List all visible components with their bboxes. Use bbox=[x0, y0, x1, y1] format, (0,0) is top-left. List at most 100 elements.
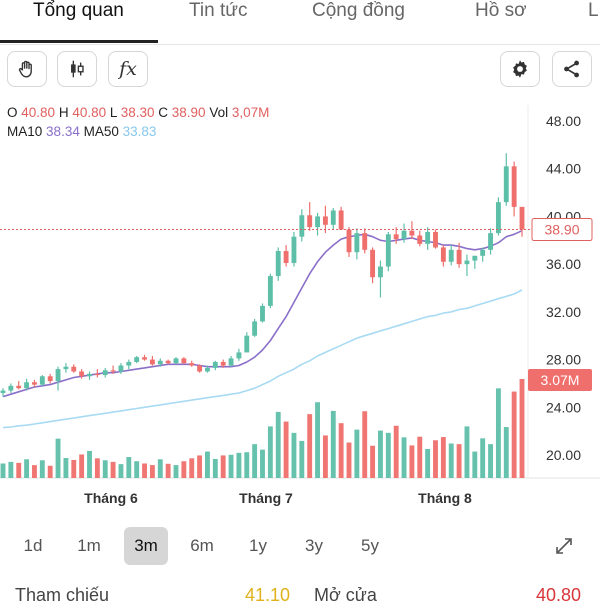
candle-body bbox=[142, 357, 147, 360]
volume-bar bbox=[370, 445, 376, 478]
fullscreen-button[interactable] bbox=[552, 534, 578, 560]
candle-body bbox=[480, 249, 486, 256]
hand-icon bbox=[18, 60, 32, 78]
volume-bar bbox=[354, 429, 360, 478]
volume-bar bbox=[24, 459, 30, 478]
tab-overview[interactable]: Tổng quan bbox=[33, 0, 124, 21]
volume-bar bbox=[378, 430, 383, 478]
volume-bar bbox=[495, 388, 501, 478]
candle-body bbox=[267, 276, 273, 306]
volume-bar bbox=[165, 463, 171, 478]
chart-toolbar: fx bbox=[0, 51, 600, 87]
x-tick-label: Tháng 6 bbox=[84, 490, 138, 506]
volume-bar bbox=[417, 436, 423, 478]
range-3m[interactable]: 3m bbox=[124, 527, 168, 565]
price-stats: Tham chiếu 41.10 Mở cửa 40.80 bbox=[0, 585, 600, 615]
candle-body bbox=[94, 373, 100, 376]
volume-bar bbox=[267, 426, 273, 478]
candle-body bbox=[32, 382, 37, 385]
volume-bar bbox=[118, 464, 124, 478]
volume-bar bbox=[197, 455, 203, 478]
tab-profile[interactable]: Hồ sơ bbox=[475, 0, 527, 21]
candle-body bbox=[385, 234, 391, 267]
volume-bar bbox=[322, 435, 328, 478]
gear-icon bbox=[513, 60, 527, 78]
tab-community[interactable]: Cộng đồng bbox=[312, 0, 405, 21]
volume-bar bbox=[440, 437, 446, 478]
ma10-label: MA10 bbox=[7, 124, 43, 139]
volume-bar bbox=[480, 438, 486, 478]
y-tick-label: 20.00 bbox=[546, 447, 581, 463]
candle-body bbox=[417, 235, 423, 244]
volume-bar bbox=[110, 461, 116, 478]
last-volume-label: 3.07M bbox=[541, 372, 580, 388]
volume-bar bbox=[212, 458, 218, 478]
volume-bar bbox=[362, 411, 368, 478]
volume-bar bbox=[393, 425, 399, 478]
candle-body bbox=[39, 376, 45, 385]
candle-body bbox=[433, 231, 438, 248]
volume-bar bbox=[244, 452, 250, 478]
volume-bar bbox=[63, 458, 69, 478]
candle-body bbox=[220, 361, 226, 366]
close-value: 38.90 bbox=[171, 105, 206, 120]
volume-bar bbox=[71, 459, 77, 478]
tab-more[interactable]: L bbox=[588, 0, 599, 21]
ohlc-row: O 40.80 H 40.80 L 38.30 C 38.90 Vol 3,07… bbox=[7, 103, 269, 122]
high-label: H bbox=[58, 105, 69, 120]
candle-body bbox=[275, 251, 281, 277]
share-button[interactable] bbox=[552, 51, 592, 87]
candle-body bbox=[322, 216, 328, 225]
range-1m[interactable]: 1m bbox=[77, 536, 101, 555]
draw-tool-button[interactable] bbox=[7, 51, 47, 87]
volume-value: 3,07M bbox=[231, 105, 270, 120]
share-icon bbox=[564, 60, 579, 78]
reference-label: Tham chiếu bbox=[15, 585, 110, 605]
candle-body bbox=[79, 371, 85, 377]
last-price-badge bbox=[531, 218, 593, 242]
volume-bar bbox=[472, 451, 478, 478]
volume-bar bbox=[205, 451, 210, 478]
volume-bar bbox=[346, 442, 352, 478]
candle-body bbox=[401, 230, 407, 240]
volume-bar bbox=[189, 458, 195, 478]
candle-body bbox=[425, 231, 431, 244]
volume-bar bbox=[401, 437, 407, 478]
candle-body bbox=[149, 359, 155, 365]
volume-bar bbox=[0, 463, 6, 478]
candle-body bbox=[173, 358, 179, 364]
candle-body bbox=[236, 352, 242, 359]
y-tick-label: 48.00 bbox=[546, 113, 581, 129]
price-chart[interactable]: 48.0044.0040.0036.0032.0028.0024.0020.00… bbox=[0, 105, 600, 510]
low-value: 38.30 bbox=[120, 105, 155, 120]
reference-value: 41.10 bbox=[245, 585, 291, 605]
volume-bar bbox=[260, 449, 265, 478]
volume-bar bbox=[236, 452, 242, 478]
volume-bar bbox=[220, 455, 226, 478]
tab-news[interactable]: Tin tức bbox=[189, 0, 248, 21]
range-1d[interactable]: 1d bbox=[23, 536, 43, 555]
range-6m[interactable]: 6m bbox=[190, 536, 214, 555]
candle-body bbox=[8, 385, 14, 391]
candle-body bbox=[252, 321, 258, 336]
expand-icon bbox=[556, 538, 572, 554]
indicators-button[interactable]: fx bbox=[108, 51, 148, 87]
y-tick-label: 32.00 bbox=[546, 304, 581, 320]
range-3y[interactable]: 3y bbox=[305, 536, 323, 555]
candle-body bbox=[354, 233, 360, 253]
candle-body bbox=[16, 385, 22, 389]
candle-body bbox=[464, 260, 470, 265]
ma50-value: 33.83 bbox=[122, 124, 157, 139]
volume-bar bbox=[425, 448, 431, 478]
candle-body bbox=[205, 367, 210, 372]
ma50-label: MA50 bbox=[83, 124, 119, 139]
chart-type-button[interactable] bbox=[57, 51, 97, 87]
volume-bar bbox=[291, 432, 297, 478]
range-5y[interactable]: 5y bbox=[361, 536, 379, 555]
volume-bar bbox=[307, 414, 313, 478]
range-1y[interactable]: 1y bbox=[249, 536, 267, 555]
volume-bar bbox=[433, 440, 438, 478]
candle-body bbox=[260, 305, 265, 322]
settings-button[interactable] bbox=[500, 51, 540, 87]
volume-bar bbox=[102, 460, 108, 478]
